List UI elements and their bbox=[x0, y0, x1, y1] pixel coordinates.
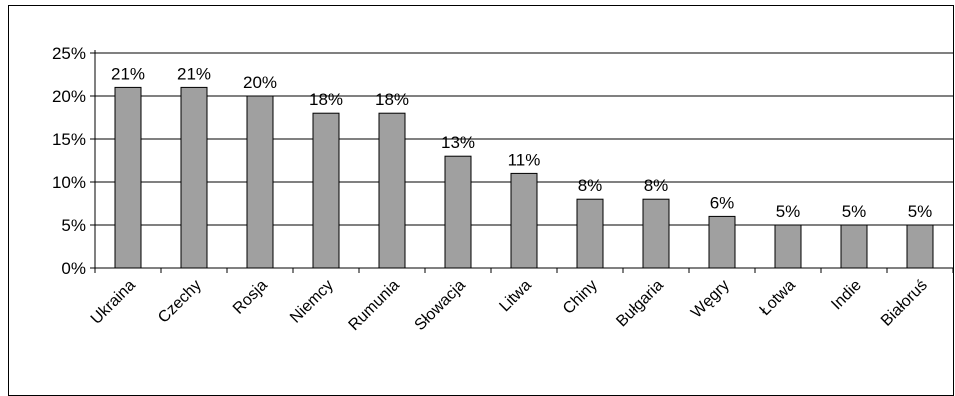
data-label: 11% bbox=[508, 150, 541, 169]
data-label: 8% bbox=[644, 176, 669, 195]
data-label: 18% bbox=[309, 90, 343, 109]
data-label: 6% bbox=[710, 193, 735, 212]
bar bbox=[246, 95, 274, 269]
y-tick-label: 15% bbox=[52, 130, 86, 149]
data-label: 18% bbox=[375, 90, 409, 109]
x-category-label: Węgry bbox=[688, 277, 733, 322]
data-label: 13% bbox=[441, 133, 475, 152]
gridlines bbox=[95, 52, 953, 226]
chart-frame: 0% 5% 10% 15% 20% 25% 21% Ukraina 21% Czechy 20% Ro… bbox=[8, 5, 954, 396]
bar bbox=[642, 198, 670, 269]
y-tick-label: 25% bbox=[52, 44, 86, 63]
x-category-label: Bułgaria bbox=[613, 277, 667, 331]
data-label: 8% bbox=[578, 176, 603, 195]
bar-chart: 0% 5% 10% 15% 20% 25% 21% Ukraina 21% Czechy 20% Ro… bbox=[52, 44, 953, 334]
axes bbox=[90, 50, 953, 273]
x-category-label: Słowacja bbox=[412, 277, 469, 334]
data-label: 5% bbox=[908, 202, 933, 221]
y-tick-label: 20% bbox=[52, 87, 86, 106]
x-category-label: Indie bbox=[828, 277, 865, 314]
bar bbox=[114, 86, 142, 269]
x-category-label: Łotwa bbox=[757, 277, 799, 319]
x-category-label: Czechy bbox=[155, 277, 205, 327]
data-label: 21% bbox=[111, 64, 145, 83]
x-category-label: Rumunia bbox=[346, 277, 403, 334]
x-category-label: Litwa bbox=[496, 277, 535, 316]
bar bbox=[180, 86, 208, 269]
bar bbox=[906, 224, 934, 269]
data-label: 20% bbox=[243, 73, 277, 92]
bar bbox=[444, 155, 472, 269]
bar bbox=[708, 215, 736, 269]
bar bbox=[312, 112, 340, 269]
bar bbox=[774, 224, 802, 269]
bars bbox=[114, 86, 934, 269]
data-label: 5% bbox=[842, 202, 867, 221]
y-tick-label: 5% bbox=[61, 216, 86, 235]
x-category-label: Ukraina bbox=[88, 277, 139, 328]
data-label: 5% bbox=[776, 202, 801, 221]
bar bbox=[840, 224, 868, 269]
y-tick-label: 0% bbox=[61, 259, 86, 278]
data-label: 21% bbox=[177, 64, 211, 83]
y-tick-label: 10% bbox=[52, 173, 86, 192]
x-category-label: Białoruś bbox=[878, 277, 931, 330]
x-category-label: Rosja bbox=[230, 277, 271, 318]
bar bbox=[576, 198, 604, 269]
x-category-label: Chiny bbox=[560, 277, 601, 318]
x-category-label: Niemcy bbox=[287, 277, 337, 327]
bar bbox=[510, 172, 538, 269]
bar bbox=[378, 112, 406, 269]
